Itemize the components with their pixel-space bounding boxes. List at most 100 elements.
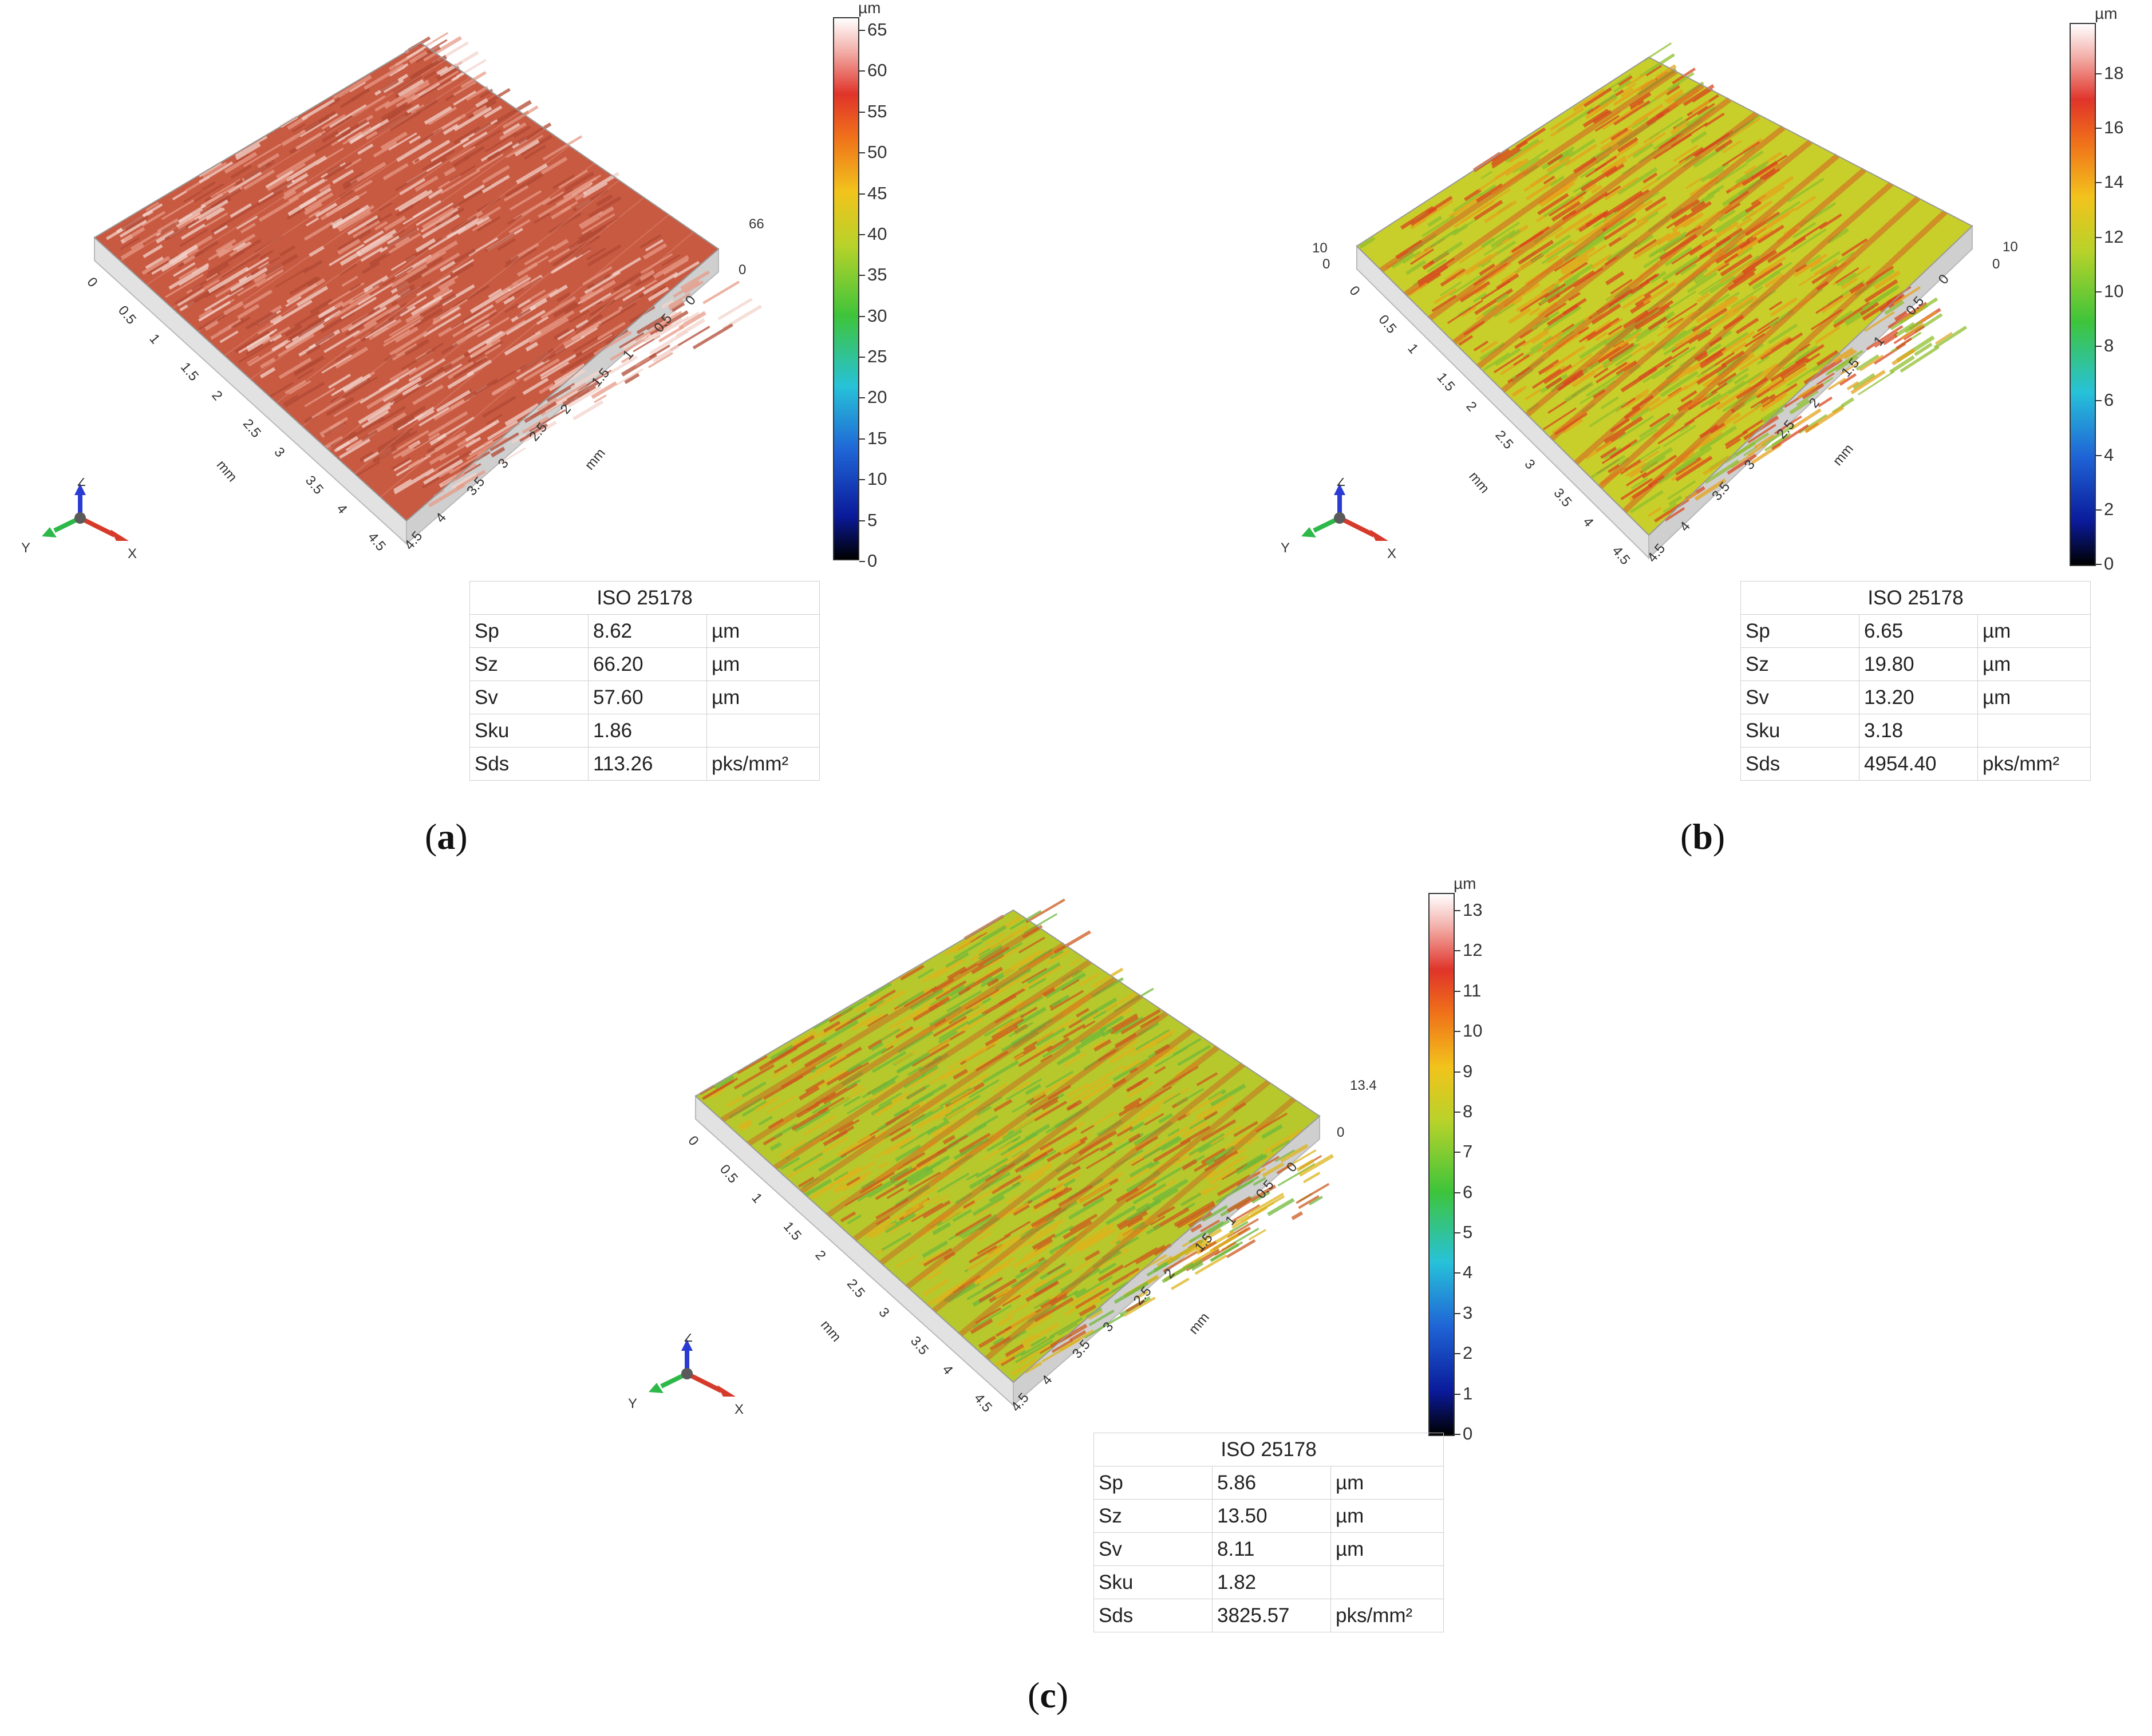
surface-texture-stroke xyxy=(1604,185,1621,197)
surface-texture-stroke xyxy=(1669,362,1701,384)
surface-texture-stroke xyxy=(228,280,252,296)
surface-texture-stroke xyxy=(909,988,944,1011)
surface-texture-stroke xyxy=(303,260,323,274)
surface-texture-stroke xyxy=(1083,1188,1113,1207)
surface-texture-stroke xyxy=(472,105,488,116)
surface-texture-stroke xyxy=(161,199,195,220)
surface-texture-stroke xyxy=(1210,1083,1246,1107)
surface-texture-stroke xyxy=(1657,419,1695,445)
surface-texture-stroke xyxy=(1051,994,1070,1008)
table-row: Sds 113.26 pks/mm² xyxy=(469,747,820,781)
surface-texture-stroke xyxy=(1032,1096,1059,1113)
surface-texture-stroke xyxy=(1359,236,1376,249)
surface-texture-stroke xyxy=(547,188,574,206)
colorbar-tick-label: 5 xyxy=(1454,1222,1473,1243)
surface-texture-stroke xyxy=(439,262,474,286)
surface-texture-stroke xyxy=(1795,263,1807,273)
surface-texture-stroke xyxy=(917,1024,937,1038)
surface-texture-stroke xyxy=(1760,424,1795,448)
surface-texture-stroke xyxy=(1270,1139,1290,1152)
surface-texture-stroke xyxy=(1888,302,1928,329)
surface-texture-stroke xyxy=(349,283,361,291)
surface-texture-stroke xyxy=(277,333,315,357)
surface-texture-stroke xyxy=(386,227,418,249)
surface-texture-stroke xyxy=(1516,285,1555,312)
surface-texture-stroke xyxy=(436,390,471,413)
surface-texture-stroke xyxy=(1493,353,1524,374)
surface-texture-stroke xyxy=(966,1013,986,1026)
surface-texture-stroke xyxy=(431,137,469,162)
surface-texture-stroke xyxy=(539,354,577,378)
surface-texture-stroke xyxy=(483,105,503,118)
surface-texture-stroke xyxy=(823,1021,841,1033)
surface-texture-stroke xyxy=(1604,416,1643,444)
surface-texture-stroke xyxy=(1058,1184,1093,1207)
surface-texture-stroke xyxy=(172,190,187,201)
surface-texture-stroke xyxy=(348,417,385,441)
surface-texture-stroke xyxy=(1439,281,1462,296)
surface-texture-stroke xyxy=(1600,129,1622,145)
surface-texture-stroke xyxy=(989,1150,1024,1173)
surface-texture-stroke xyxy=(1068,1078,1108,1103)
surface-texture-stroke xyxy=(157,218,179,233)
surface-texture-stroke xyxy=(1232,1204,1261,1222)
surface-texture-stroke xyxy=(393,459,412,472)
surface-texture-stroke xyxy=(1646,112,1665,126)
surface-texture-stroke xyxy=(1274,1149,1296,1162)
surface-texture-stroke xyxy=(366,405,391,422)
surface-texture-stroke xyxy=(1014,1081,1030,1092)
surface-texture-stroke xyxy=(439,280,456,291)
surface-texture-stroke xyxy=(504,403,540,426)
surface-texture-stroke xyxy=(1503,282,1540,308)
surface-texture-stroke xyxy=(1172,1038,1202,1057)
surface-texture-stroke xyxy=(969,1245,998,1264)
surface-texture-stroke xyxy=(1573,267,1604,288)
surface-texture-stroke xyxy=(1174,1200,1215,1227)
surface-texture-stroke xyxy=(1604,447,1621,460)
surface-texture-stroke xyxy=(1794,257,1822,278)
surface-band xyxy=(224,128,546,357)
surface-texture-stroke xyxy=(1018,995,1044,1013)
axis-unit-right: mm xyxy=(1830,441,1856,469)
surface-texture-stroke xyxy=(1712,230,1746,253)
surface-texture-stroke xyxy=(540,156,568,175)
surface-texture-stroke xyxy=(400,286,416,298)
surface-texture-stroke xyxy=(256,311,278,326)
surface-texture-stroke xyxy=(1078,972,1101,987)
surface-texture-stroke xyxy=(624,271,642,285)
surface-texture-stroke xyxy=(1630,100,1645,111)
surface-texture-stroke xyxy=(832,1183,845,1192)
surface-texture-stroke xyxy=(1764,273,1784,288)
colorbar-tick-label: 60 xyxy=(859,60,887,81)
surface-texture-stroke xyxy=(1125,1183,1157,1203)
surface-texture-stroke xyxy=(1132,1221,1146,1231)
axis-tick-label-left: 1.5 xyxy=(1434,370,1458,394)
surface-texture-stroke xyxy=(1608,275,1643,299)
colorbar-tick-label: 30 xyxy=(859,305,887,326)
surface-texture-stroke xyxy=(847,1214,862,1225)
surface-texture-stroke xyxy=(938,1030,958,1044)
surface-texture-stroke xyxy=(1756,378,1785,399)
surface-texture-stroke xyxy=(1068,1196,1105,1220)
surface-texture-stroke xyxy=(556,183,592,207)
surface-texture-stroke xyxy=(1036,1027,1066,1047)
surface-texture-stroke xyxy=(389,110,422,132)
surface-texture-stroke xyxy=(525,342,539,352)
surface-texture-stroke xyxy=(676,318,706,338)
surface-texture-stroke xyxy=(1697,300,1714,312)
surface-texture-stroke xyxy=(1637,309,1660,325)
surface-texture-stroke xyxy=(1649,271,1667,284)
surface-texture-stroke xyxy=(998,1294,1017,1307)
surface-texture-stroke xyxy=(989,924,1029,950)
surface-texture-stroke xyxy=(1050,990,1084,1011)
surface-texture-stroke xyxy=(1736,377,1768,400)
surface-texture-stroke xyxy=(359,378,400,404)
surface-texture-stroke xyxy=(1618,361,1631,371)
surface-texture-stroke xyxy=(204,284,226,298)
surface-texture-stroke xyxy=(477,196,501,213)
surface-texture-stroke xyxy=(1296,1183,1330,1204)
surface-texture-stroke xyxy=(1118,1101,1141,1117)
surface-texture-stroke xyxy=(519,423,548,442)
surface-texture-stroke xyxy=(1886,286,1912,303)
surface-texture-stroke xyxy=(1395,239,1423,260)
